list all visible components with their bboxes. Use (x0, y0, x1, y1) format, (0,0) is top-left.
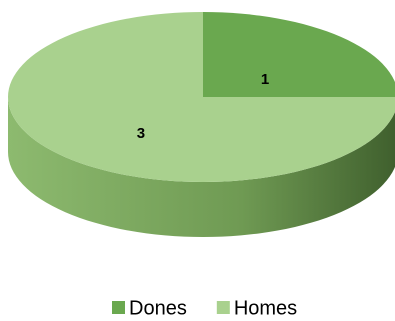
legend-swatch (216, 301, 230, 314)
pie-side (8, 97, 395, 237)
legend-label: Homes (234, 297, 297, 319)
pie-slice (8, 12, 395, 182)
data-label: 3 (137, 125, 145, 142)
pie-slice (203, 12, 395, 97)
legend-label: Dones (129, 297, 187, 319)
data-label: 1 (261, 71, 269, 88)
legend-swatch (112, 301, 125, 314)
